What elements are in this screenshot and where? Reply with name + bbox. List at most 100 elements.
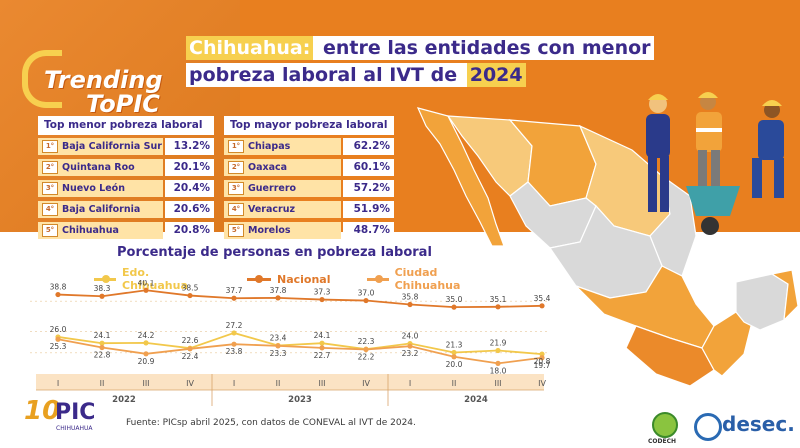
- data-label: 35.1: [490, 295, 507, 304]
- state-name: Baja California: [62, 204, 141, 215]
- series-line: [57, 289, 543, 309]
- x-axis-band: [36, 374, 544, 390]
- data-point: [143, 351, 149, 357]
- chart-title: Porcentaje de personas en pobreza labora…: [113, 244, 436, 261]
- year-label: 2022: [112, 395, 136, 405]
- data-point: [55, 291, 61, 298]
- data-label: 23.4: [270, 334, 287, 343]
- brand-subtitle: CHIHUAHUA: [56, 425, 93, 432]
- data-label: 24.1: [314, 331, 331, 340]
- data-label: 25.3: [50, 342, 67, 351]
- state-name: Morelos: [248, 225, 291, 236]
- workers-illustration: [646, 92, 784, 235]
- data-point: [55, 336, 61, 342]
- high-table-row: 5° Morelos 48.7%: [224, 221, 394, 240]
- state-name: Quintana Roo: [62, 162, 135, 173]
- x-tick-label: III: [142, 379, 149, 388]
- data-point: [187, 292, 193, 299]
- chart-legend: Edo. Chihuahua Nacional Ciudad Chihuahua: [94, 266, 534, 292]
- data-label: 18.0: [490, 366, 507, 375]
- data-label: 38.8: [50, 283, 67, 292]
- rank-badge: 4°: [42, 203, 58, 216]
- data-label: 24.0: [402, 332, 419, 341]
- low-table-row-value: 20.4%: [164, 180, 214, 197]
- data-point: [451, 354, 457, 360]
- legend-item: Ciudad Chihuahua: [366, 266, 499, 292]
- data-point: [451, 349, 457, 356]
- series-line: [57, 338, 543, 365]
- data-label: 24.2: [138, 331, 155, 340]
- low-table-row: 4° Baja California 20.6%: [38, 200, 214, 219]
- state-name: Veracruz: [248, 204, 295, 215]
- codech-label: CODECH: [648, 438, 677, 445]
- high-table-row-value: 51.9%: [343, 201, 394, 218]
- desec-logo-icon: [694, 413, 722, 441]
- high-table-row-value: 62.2%: [343, 138, 394, 155]
- data-point: [231, 341, 237, 347]
- data-point: [99, 293, 105, 299]
- codech-logo-icon: [652, 412, 678, 438]
- x-tick-label: II: [452, 379, 457, 388]
- trending-topic-logo: Trending ToPIC: [44, 66, 163, 118]
- x-tick-label: III: [318, 379, 325, 388]
- title-highlight: Chihuahua:: [186, 36, 314, 60]
- brand-anniversary-number: 10: [24, 396, 61, 426]
- legend-item: Edo. Chihuahua: [94, 266, 211, 292]
- low-table-row-value: 20.6%: [164, 201, 214, 218]
- data-label: 23.8: [226, 347, 243, 356]
- data-label: 21.3: [446, 340, 463, 349]
- mexico-map: [416, 92, 799, 387]
- high-table-row: 4° Veracruz 51.9%: [224, 200, 394, 219]
- state-name: Oaxaca: [248, 162, 288, 173]
- data-point: [451, 304, 457, 310]
- low-table-header: Top menor pobreza laboral: [38, 116, 214, 135]
- title-text1: entre las entidades con menor: [313, 36, 654, 60]
- legend-swatch: [246, 274, 271, 283]
- low-table-row-name: 5° Chihuahua: [38, 222, 163, 239]
- x-tick-label: I: [233, 379, 235, 388]
- data-point: [539, 303, 545, 309]
- high-table-row-name: 5° Morelos: [224, 222, 342, 239]
- high-table-header: Top mayor pobreza laboral: [224, 116, 394, 135]
- low-table-row-value: 13.2%: [164, 138, 214, 155]
- data-label: 20.9: [138, 357, 155, 366]
- legend-label: Nacional: [276, 272, 331, 286]
- data-label: 23.3: [270, 349, 287, 358]
- data-point: [495, 347, 501, 354]
- data-label: 22.4: [182, 352, 199, 361]
- low-table-row-value: 20.1%: [164, 159, 214, 176]
- data-label: 35.8: [402, 293, 419, 302]
- high-table-row: 1° Chiapas 62.2%: [224, 137, 394, 156]
- high-table-row: 3° Guerrero 57.2%: [224, 179, 394, 198]
- data-label: 22.3: [358, 337, 375, 346]
- legend-swatch: [366, 274, 389, 283]
- state-name: Chihuahua: [62, 225, 119, 236]
- low-table-row-value: 20.8%: [164, 222, 214, 239]
- data-label: 38.3: [94, 284, 111, 293]
- page-title-line1: Chihuahua: entre las entidades con menor: [186, 36, 654, 60]
- year-label: 2023: [288, 395, 312, 405]
- x-tick-label: III: [494, 379, 501, 388]
- data-point: [319, 340, 325, 346]
- data-label: 22.8: [94, 351, 111, 360]
- state-name: Chiapas: [248, 141, 291, 152]
- data-label: 37.3: [314, 288, 331, 297]
- rank-badge: 4°: [228, 203, 244, 216]
- low-table-row: 3° Nuevo León 20.4%: [38, 179, 214, 198]
- high-table-row-value: 48.7%: [343, 222, 394, 239]
- high-table-row-name: 3° Guerrero: [224, 180, 342, 197]
- logo-line2: ToPIC: [86, 90, 160, 118]
- rank-badge: 5°: [42, 224, 58, 237]
- state-name: Nuevo León: [62, 183, 125, 194]
- data-label: 38.5: [182, 284, 199, 293]
- rank-badge: 1°: [42, 140, 58, 153]
- data-point: [407, 301, 413, 308]
- data-point: [187, 346, 193, 352]
- data-label: 24.1: [94, 331, 111, 340]
- rank-badge: 2°: [228, 161, 244, 174]
- state-name: Baja California Sur: [62, 141, 162, 152]
- page-title-line2: pobreza laboral al IVT de 2024: [186, 63, 526, 87]
- data-label: 21.9: [490, 338, 507, 347]
- rank-badge: 2°: [42, 161, 58, 174]
